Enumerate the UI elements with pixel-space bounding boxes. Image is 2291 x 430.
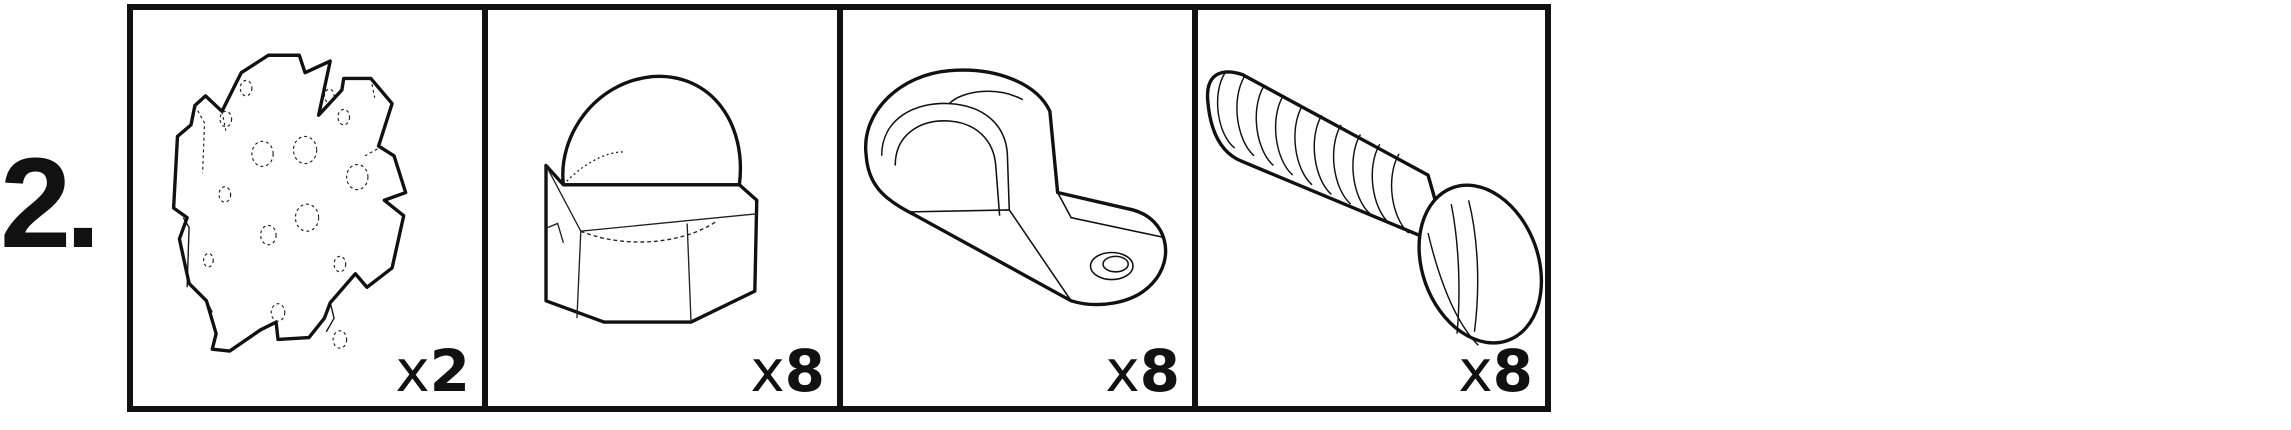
acorn-nut-icon: [544, 74, 759, 324]
p-clip-icon: [863, 68, 1168, 307]
step-number: 2.: [0, 132, 101, 275]
slotted-screw-icon: [1205, 70, 1544, 346]
quantity-label: x2: [395, 337, 470, 405]
part-cell-2: x8: [482, 4, 843, 412]
quantity-label: x8: [1105, 337, 1180, 405]
part-cell-1: x2: [127, 4, 488, 412]
parts-panel: x2 x8: [127, 4, 1551, 412]
quantity-label: x8: [750, 337, 825, 405]
part-cell-3: x8: [837, 4, 1198, 412]
part-cell-4: x8: [1192, 4, 1551, 412]
quantity-label: x8: [1458, 337, 1533, 405]
star-washer-icon: [171, 53, 408, 353]
